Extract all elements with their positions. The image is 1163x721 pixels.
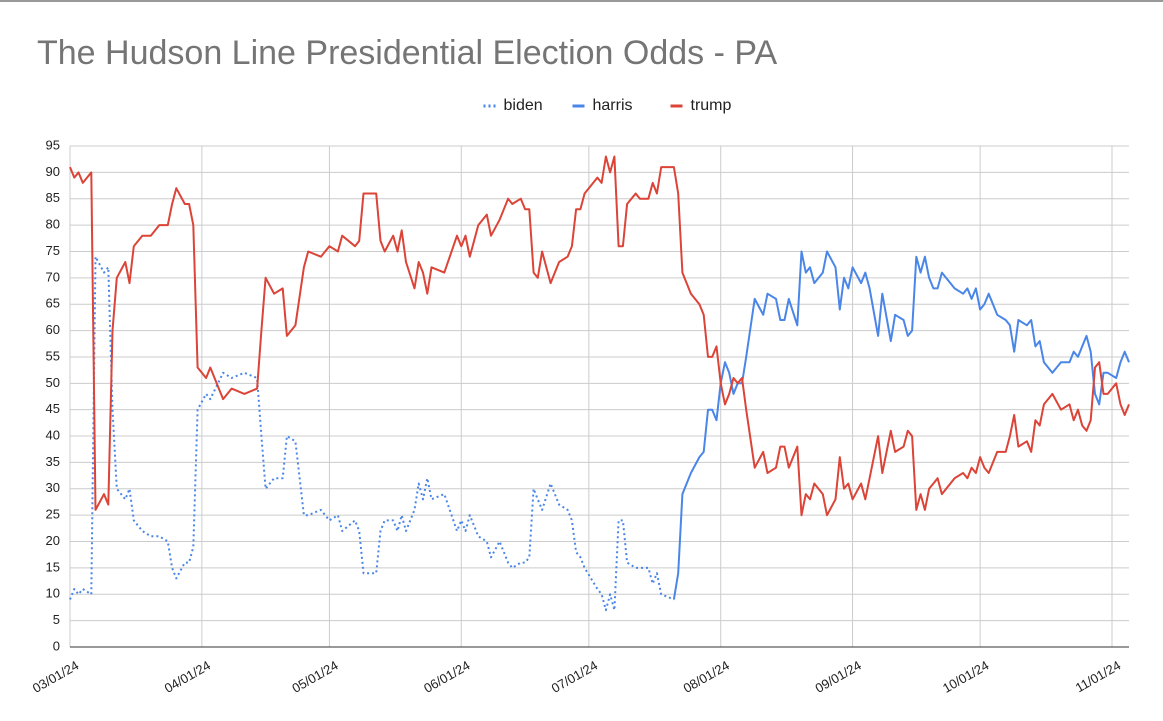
legend-label: trump: [691, 97, 732, 114]
x-tick-label: 11/01/24: [1073, 658, 1123, 696]
y-tick-label: 10: [46, 586, 60, 601]
x-tick-label: 05/01/24: [289, 658, 340, 696]
chart-title: The Hudson Line Presidential Election Od…: [37, 34, 778, 72]
x-tick-label: 07/01/24: [549, 658, 600, 696]
y-tick-label: 30: [46, 480, 60, 495]
y-tick-label: 65: [46, 296, 60, 311]
x-tick-label: 08/01/24: [681, 658, 732, 696]
series-line: [69, 155, 1130, 517]
y-tick-label: 95: [46, 137, 60, 152]
y-tick-label: 5: [53, 612, 60, 627]
legend-label: harris: [593, 97, 633, 114]
series-line: [672, 250, 1130, 600]
y-tick-label: 75: [46, 243, 60, 258]
x-tick-label: 10/01/24: [940, 658, 991, 696]
y-tick-label: 70: [46, 269, 60, 284]
y-tick-label: 80: [46, 217, 60, 232]
y-tick-label: 90: [46, 164, 60, 179]
y-tick-label: 40: [46, 427, 60, 442]
series-line: [69, 255, 675, 612]
legend-label: biden: [504, 97, 543, 114]
y-tick-label: 85: [46, 190, 60, 205]
y-tick-label: 35: [46, 454, 60, 469]
x-tick-label: 03/01/24: [30, 658, 81, 696]
y-tick-label: 55: [46, 348, 60, 363]
y-tick-label: 50: [46, 375, 60, 390]
x-tick-label: 06/01/24: [421, 658, 472, 696]
y-tick-label: 15: [46, 559, 60, 574]
y-tick-label: 45: [46, 401, 60, 416]
y-tick-label: 20: [46, 533, 60, 548]
x-tick-label: 09/01/24: [812, 658, 863, 696]
y-tick-label: 0: [53, 638, 60, 653]
y-tick-label: 60: [46, 322, 60, 337]
y-tick-label: 25: [46, 507, 60, 522]
x-tick-label: 04/01/24: [162, 658, 213, 696]
